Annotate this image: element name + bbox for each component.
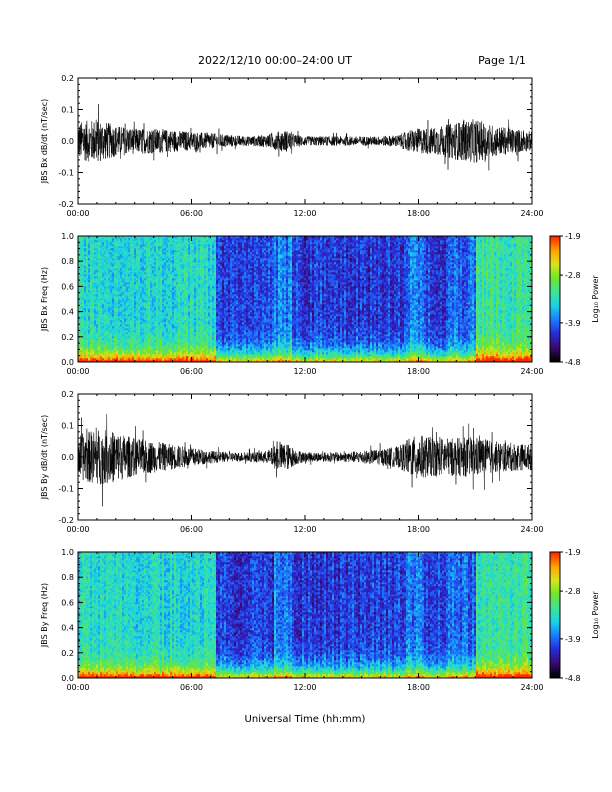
colorbar: -1.9 -2.8 -3.9 -4.8 Log₁₀ Power <box>549 232 600 367</box>
spectrogram-cells <box>78 236 533 363</box>
y-tick-label: 0.0 <box>61 674 74 683</box>
x-tick-label: 18:00 <box>407 683 430 692</box>
y-tick-label: 0.2 <box>61 649 74 658</box>
dbdt-trace <box>77 413 533 507</box>
figure-title: 2022/12/10 00:00–24:00 UT <box>198 54 352 67</box>
colorbar-tick-label: -3.9 <box>565 635 581 644</box>
x-tick-label: 12:00 <box>293 683 316 692</box>
colorbar-tick-label: -3.9 <box>565 319 581 328</box>
colorbar-label: Log₁₀ Power <box>591 275 600 323</box>
colorbar-tick-label: -1.9 <box>565 548 581 557</box>
colorbar-tick-label: -2.8 <box>565 587 581 596</box>
x-tick-label: 18:00 <box>407 209 430 218</box>
y-tick-label: 0.1 <box>61 106 74 115</box>
x-tick-label: 24:00 <box>520 683 543 692</box>
y-axis-label: JBS By dB/dt (nT/sec) <box>40 415 49 501</box>
y-tick-label: -0.2 <box>58 200 74 209</box>
x-tick-label: 00:00 <box>66 367 89 376</box>
y-tick-label: 0.0 <box>61 358 74 367</box>
by-spectrogram-panel: 00:00 06:00 12:00 18:00 24:00 1.0 0.8 0.6 0.4 0.2… <box>40 548 600 692</box>
x-tick-label: 00:00 <box>66 209 89 218</box>
colorbar: -1.9 -2.8 -3.9 -4.8 Log₁₀ Power <box>549 548 600 683</box>
y-tick-label: 0.4 <box>61 624 74 633</box>
colorbar-tick-label: -4.8 <box>565 358 581 367</box>
x-tick-label: 00:00 <box>66 525 89 534</box>
x-tick-label: 18:00 <box>407 525 430 534</box>
y-tick-label: 1.0 <box>61 548 74 557</box>
x-axis-label: Universal Time (hh:mm) <box>245 714 366 725</box>
y-tick-label: 0.8 <box>61 573 74 582</box>
y-axis-label: JBS Bx Freq (Hz) <box>40 267 49 332</box>
colorbar-label: Log₁₀ Power <box>591 591 600 639</box>
y-tick-label: 0.0 <box>61 453 74 462</box>
colorbar-tick-label: -4.8 <box>565 674 581 683</box>
y-axis-label: JBS By Freq (Hz) <box>40 583 49 648</box>
y-tick-label: 0.0 <box>61 137 74 146</box>
x-tick-label: 06:00 <box>180 683 203 692</box>
bx-spectrogram-panel: 00:00 06:00 12:00 18:00 24:00 1.0 0.8 0.6 0.4 0.2… <box>40 232 600 376</box>
colorbar-frame <box>549 235 561 363</box>
x-tick-label: 12:00 <box>293 209 316 218</box>
x-tick-label: 06:00 <box>180 209 203 218</box>
y-tick-label: -0.1 <box>58 485 74 494</box>
y-tick-label: 0.2 <box>61 333 74 342</box>
x-tick-label: 06:00 <box>180 367 203 376</box>
x-tick-label: 24:00 <box>520 525 543 534</box>
x-tick-label: 24:00 <box>520 367 543 376</box>
x-tick-label: 12:00 <box>293 525 316 534</box>
x-tick-label: 00:00 <box>66 683 89 692</box>
dbdt-trace <box>77 104 533 171</box>
x-tick-label: 18:00 <box>407 367 430 376</box>
x-tick-label: 06:00 <box>180 525 203 534</box>
y-tick-label: 0.6 <box>61 282 74 291</box>
colorbar-tick-label: -1.9 <box>565 232 581 241</box>
spectrogram-cells <box>78 552 533 679</box>
y-axis-label: JBS Bx dB/dt (nT/sec) <box>40 99 49 185</box>
page-indicator: Page 1/1 <box>478 54 526 67</box>
y-tick-label: 0.2 <box>61 74 74 83</box>
by-timeseries-panel: 00:00 06:00 12:00 18:00 24:00 0.2 0.1 0.0 -0.1 -0… <box>40 390 544 534</box>
bx-timeseries-panel: 00:00 06:00 12:00 18:00 24:00 0.2 0.1 0.0 -0.1 -0… <box>40 74 544 218</box>
y-tick-label: 0.4 <box>61 308 74 317</box>
x-tick-label: 12:00 <box>293 367 316 376</box>
y-tick-label: 0.1 <box>61 422 74 431</box>
colorbar-frame <box>549 551 561 679</box>
y-tick-label: -0.2 <box>58 516 74 525</box>
y-tick-label: -0.1 <box>58 169 74 178</box>
y-tick-label: 0.8 <box>61 257 74 266</box>
x-tick-label: 24:00 <box>520 209 543 218</box>
y-tick-label: 0.6 <box>61 598 74 607</box>
y-tick-label: 1.0 <box>61 232 74 241</box>
colorbar-tick-label: -2.8 <box>565 271 581 280</box>
y-tick-label: 0.2 <box>61 390 74 399</box>
